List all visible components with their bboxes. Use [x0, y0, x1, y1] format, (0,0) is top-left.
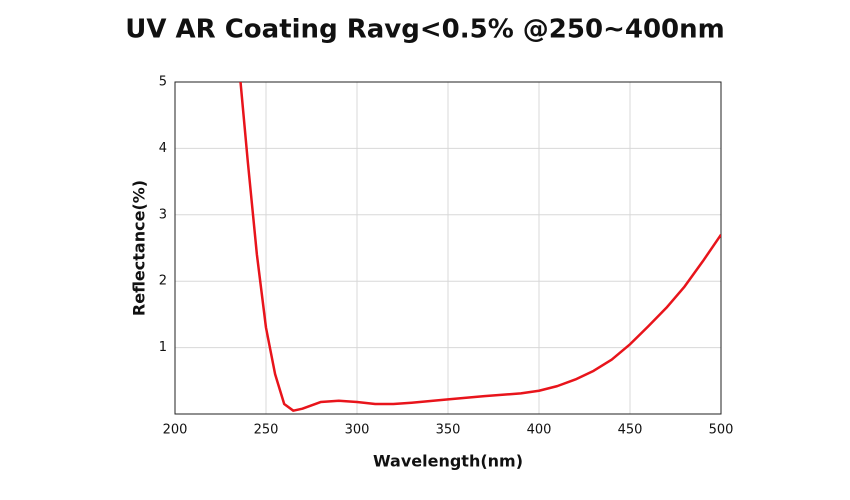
y-tick-label: 3 — [159, 207, 167, 222]
data-line — [239, 82, 721, 412]
x-axis-label: Wavelength(nm) — [373, 452, 523, 471]
y-tick-label: 1 — [159, 340, 167, 355]
x-tick-label: 300 — [345, 423, 370, 438]
y-axis-label: Reflectance(%) — [130, 180, 149, 316]
x-tick-label: 400 — [527, 423, 552, 438]
plot-frame — [174, 81, 722, 415]
x-tick-label: 500 — [709, 423, 734, 438]
x-tick-label: 450 — [618, 423, 643, 438]
x-tick-label: 250 — [254, 423, 279, 438]
x-tick-label: 200 — [163, 423, 188, 438]
y-tick-label: 5 — [159, 75, 167, 90]
x-tick-label: 350 — [436, 423, 461, 438]
y-tick-label: 2 — [159, 274, 167, 289]
y-tick-label: 4 — [159, 141, 167, 156]
chart-title: UV AR Coating Ravg<0.5% @250~400nm — [125, 15, 725, 45]
